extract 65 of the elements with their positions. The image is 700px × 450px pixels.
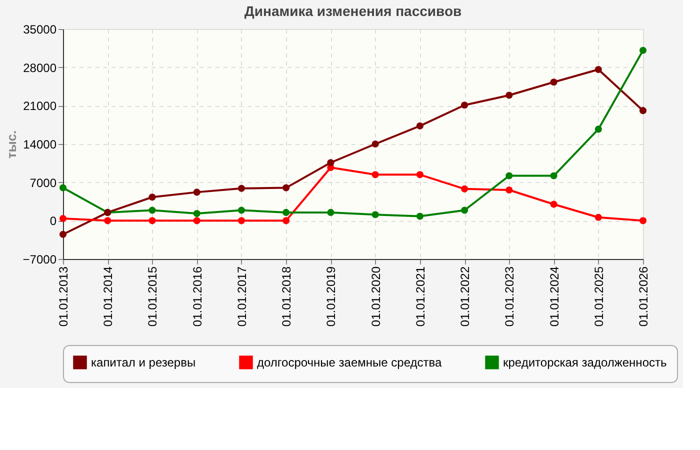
point [639, 107, 647, 114]
y-tick-label: 28000 [23, 60, 57, 75]
point [59, 184, 67, 192]
point [372, 140, 379, 148]
x-tick-label: 01.01.2021 [413, 266, 428, 327]
point [148, 206, 156, 214]
x-tick-label: 01.01.2014 [101, 266, 116, 327]
y-tick-label: 14000 [23, 138, 57, 152]
chart-title: Динамика изменения пассивов [244, 3, 462, 19]
point [282, 184, 290, 192]
point [238, 184, 245, 192]
x-tick-label: 01.01.2019 [324, 266, 338, 327]
point [461, 185, 468, 192]
point [104, 217, 112, 224]
x-tick-label: 01.01.2020 [368, 266, 383, 327]
point [550, 200, 558, 208]
point [639, 217, 647, 224]
point [550, 172, 558, 180]
x-tick-label: 01.01.2016 [190, 266, 204, 327]
point [506, 172, 513, 180]
point [372, 171, 379, 178]
point [461, 206, 468, 214]
y-tick-label: 21000 [23, 99, 57, 114]
x-tick-label: 01.01.2013 [56, 266, 70, 327]
point [327, 159, 334, 166]
point [193, 188, 200, 196]
x-tick-label: 01.01.2015 [146, 266, 160, 327]
point [327, 208, 334, 216]
legend-label: кредиторская задолженность [503, 355, 667, 370]
x-tick-label: 01.01.2023 [502, 266, 517, 327]
y-tick-label: 7000 [30, 176, 57, 190]
point [506, 186, 513, 194]
y-tick-label: −7000 [22, 252, 57, 266]
point [550, 78, 558, 86]
point [506, 92, 513, 99]
y-axis-title: тыс. [4, 130, 19, 159]
point [416, 212, 424, 220]
x-tick-label: 01.01.2026 [636, 266, 650, 327]
y-tick-label: 35000 [23, 22, 57, 36]
point [238, 217, 245, 224]
legend-label: капитал и резервы [91, 355, 196, 370]
point [639, 46, 647, 54]
point [59, 230, 67, 238]
point [238, 206, 245, 214]
point [282, 208, 290, 216]
x-tick-label: 01.01.2024 [547, 266, 562, 327]
point [416, 171, 424, 178]
point [193, 210, 200, 218]
point [372, 211, 379, 218]
x-tick-label: 01.01.2018 [280, 266, 294, 327]
legend-label: долгосрочные заемные средства [257, 355, 442, 370]
point [416, 122, 424, 130]
point [461, 102, 468, 109]
point [148, 194, 156, 201]
x-tick-label: 01.01.2025 [592, 266, 606, 327]
x-tick-label: 01.01.2022 [458, 266, 472, 327]
point [594, 126, 602, 133]
point [594, 66, 602, 74]
point [282, 217, 290, 224]
y-tick-label: 0 [50, 214, 57, 228]
point [148, 217, 156, 224]
point [59, 214, 67, 222]
point [594, 214, 602, 221]
x-tick-label: 01.01.2017 [234, 266, 249, 327]
point [193, 217, 200, 224]
